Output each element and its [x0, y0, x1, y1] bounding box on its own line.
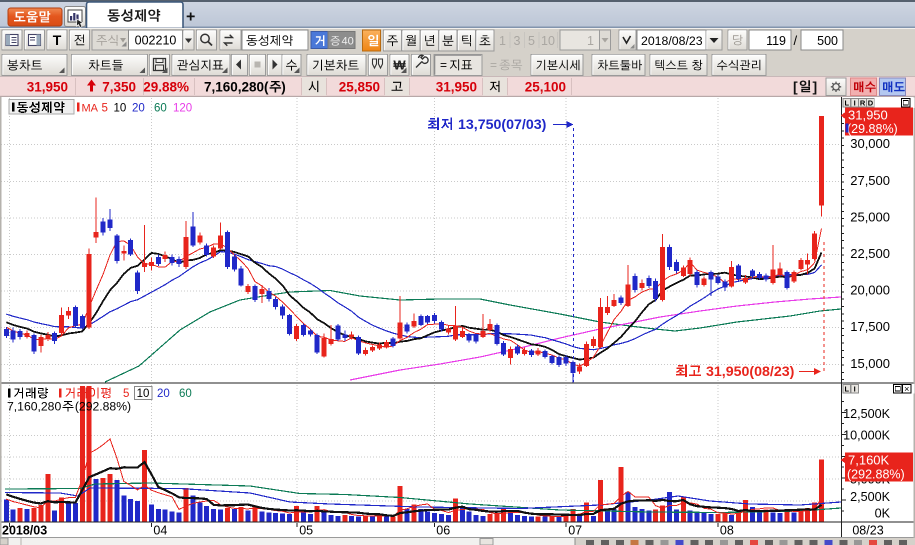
svg-text:7,160,280: 7,160,280: [7, 400, 61, 414]
svg-text:7,160K: 7,160K: [848, 453, 890, 468]
svg-text:22,500: 22,500: [850, 246, 890, 261]
svg-text:10: 10: [137, 388, 150, 400]
svg-text:15,000: 15,000: [850, 356, 890, 371]
svg-text:31,950: 31,950: [436, 79, 477, 94]
svg-text:25,000: 25,000: [850, 209, 890, 224]
svg-text:7,350: 7,350: [102, 79, 136, 94]
svg-text:0K: 0K: [875, 507, 891, 521]
svg-text:06: 06: [436, 524, 450, 538]
svg-text:29.88%: 29.88%: [143, 79, 189, 94]
svg-text:30,000: 30,000: [850, 136, 890, 151]
svg-text:R: R: [860, 99, 866, 108]
svg-text:L: L: [845, 99, 850, 108]
svg-text:=: =: [440, 58, 447, 72]
svg-text:60: 60: [154, 103, 167, 115]
svg-text:13,750(07/03): 13,750(07/03): [458, 117, 547, 133]
svg-text:25,100: 25,100: [525, 79, 566, 94]
svg-text:31,950: 31,950: [27, 79, 68, 94]
svg-text:(292.88%): (292.88%): [75, 400, 131, 414]
svg-text:MA: MA: [82, 103, 99, 115]
svg-text:20: 20: [157, 388, 170, 400]
svg-text:[: [: [793, 79, 798, 95]
svg-text:120: 120: [173, 103, 192, 115]
svg-text:40: 40: [342, 36, 354, 48]
svg-text:+: +: [186, 9, 195, 26]
svg-text:05: 05: [299, 524, 313, 538]
svg-text:T: T: [53, 32, 62, 48]
svg-text:119: 119: [766, 34, 786, 48]
svg-text:60: 60: [179, 388, 192, 400]
svg-text:7,160,280(: 7,160,280(: [204, 79, 269, 94]
svg-text:12,500K: 12,500K: [843, 407, 891, 421]
svg-text:20,000: 20,000: [850, 283, 890, 298]
svg-text:(29.88%): (29.88%): [847, 122, 898, 136]
svg-text:04: 04: [153, 524, 167, 538]
svg-text:1: 1: [499, 34, 506, 48]
svg-text:(292.88%): (292.88%): [847, 468, 905, 482]
svg-text:5: 5: [528, 34, 535, 48]
svg-text:I: I: [854, 99, 856, 108]
svg-text:2018/08/23: 2018/08/23: [641, 34, 703, 48]
svg-text:2018/03: 2018/03: [2, 524, 47, 538]
svg-text:500: 500: [817, 34, 838, 48]
svg-text:]: ]: [813, 79, 818, 95]
svg-text:31,950(08/23): 31,950(08/23): [706, 364, 795, 380]
svg-text:2,500K: 2,500K: [850, 490, 891, 504]
svg-text:×: ×: [904, 384, 909, 394]
svg-text:10,000K: 10,000K: [843, 429, 891, 443]
svg-text:D: D: [868, 99, 874, 108]
svg-text:1: 1: [587, 34, 594, 48]
svg-text:): ): [281, 79, 286, 94]
svg-text:L: L: [845, 385, 850, 394]
svg-text:27,500: 27,500: [850, 173, 890, 188]
svg-text:20: 20: [132, 103, 145, 115]
svg-text:07: 07: [568, 524, 582, 538]
svg-text:08: 08: [720, 524, 734, 538]
svg-text:10: 10: [541, 34, 555, 48]
svg-text:3: 3: [514, 34, 521, 48]
svg-text:₩: ₩: [393, 58, 406, 73]
svg-text:002210: 002210: [135, 34, 177, 48]
svg-text:=: =: [490, 58, 497, 72]
svg-text:5: 5: [123, 388, 129, 400]
svg-text:17,500: 17,500: [850, 319, 890, 334]
svg-text:25,850: 25,850: [339, 79, 380, 94]
svg-text:31,950: 31,950: [848, 108, 888, 123]
svg-text:5: 5: [102, 103, 108, 115]
svg-text:I: I: [854, 385, 856, 394]
svg-text:10: 10: [114, 103, 127, 115]
svg-text:08/23: 08/23: [852, 524, 883, 538]
svg-text:/: /: [794, 33, 798, 48]
